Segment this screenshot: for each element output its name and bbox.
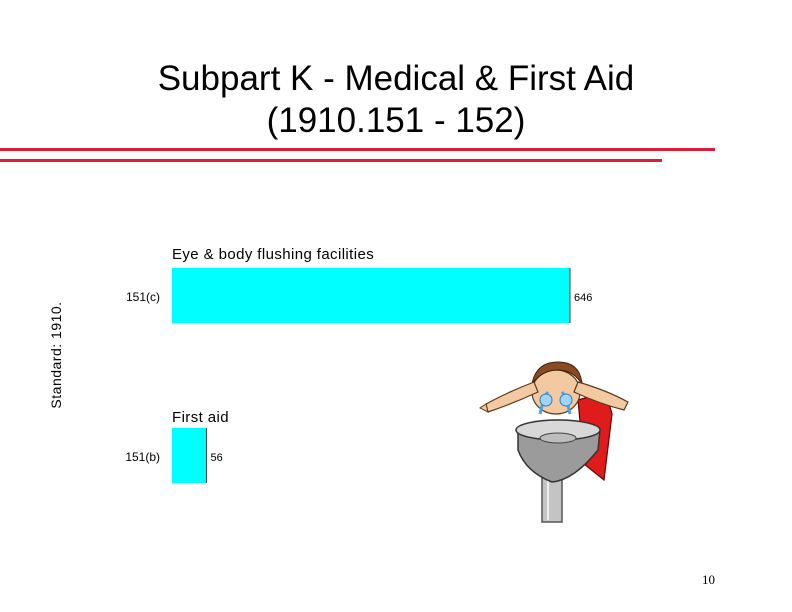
bar xyxy=(172,268,570,323)
data-label: 56 xyxy=(211,452,223,464)
title-underline-bottom xyxy=(0,159,662,162)
page-number: 10 xyxy=(702,572,715,587)
slide-title-line-1: Subpart K - Medical & First Aid xyxy=(157,59,635,98)
bar xyxy=(172,428,207,483)
category-title: First aid xyxy=(172,409,229,426)
slide-title: Subpart K - Medical & First Aid (1910.15… xyxy=(0,58,792,142)
data-label: 646 xyxy=(574,292,592,304)
person-using-eyewash-station-icon xyxy=(479,361,629,523)
category-tick-label: 151(b) xyxy=(125,450,160,464)
title-underline-top xyxy=(0,148,715,151)
category-tick-label: 151(c) xyxy=(126,290,160,304)
y-axis-label: Standard: 1910. xyxy=(48,301,64,408)
category-title: Eye & body flushing facilities xyxy=(172,246,374,263)
slide-title-line-2: (1910.151 - 152) xyxy=(266,101,526,140)
